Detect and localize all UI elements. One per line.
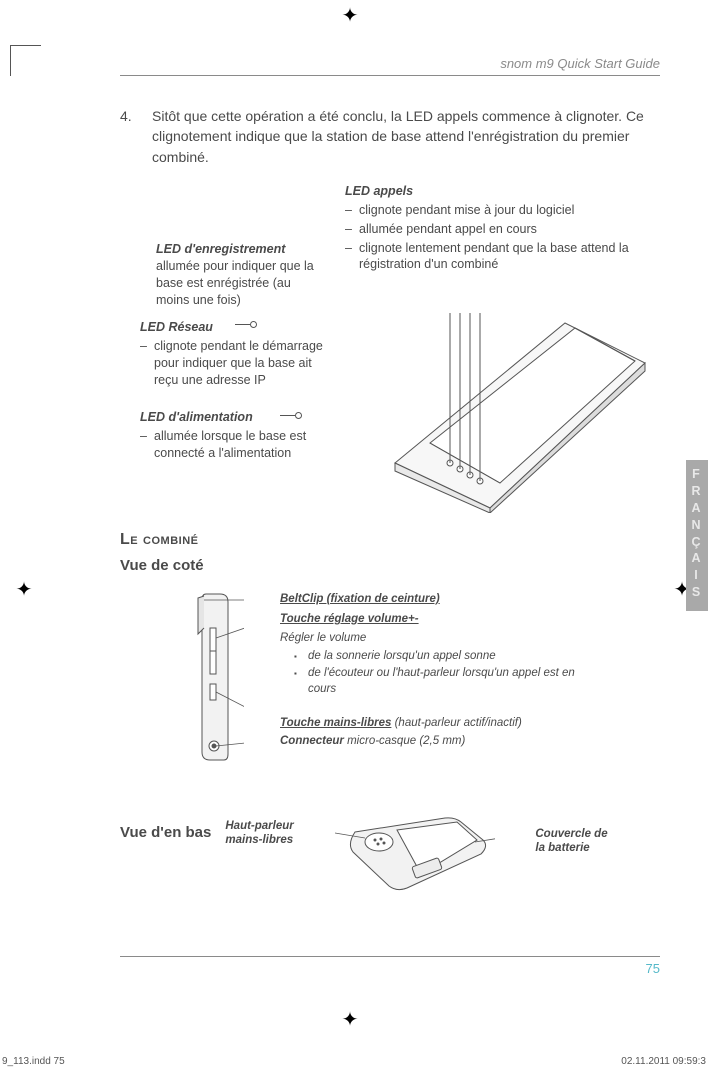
running-head: snom m9 Quick Start Guide: [120, 56, 660, 76]
step-4: 4. Sitôt que cette opération a été concl…: [120, 106, 660, 167]
list-item: de l'écouteur ou l'haut-parleur lorsqu'u…: [280, 666, 580, 697]
lang-char: A: [686, 500, 708, 517]
label-title: LED appels: [345, 183, 645, 200]
lang-char: Ç: [686, 534, 708, 551]
step-text: Sitôt que cette opération a été conclu, …: [152, 106, 660, 167]
lang-char: N: [686, 517, 708, 534]
label-title: Touche réglage volume+-: [280, 612, 580, 628]
leader-dot: [295, 412, 302, 419]
print-footer-left: 9_113.indd 75: [2, 1056, 65, 1067]
handset-side-diagram: BeltClip (fixation de ceinture) Touche r…: [170, 588, 660, 798]
lang-char: I: [686, 567, 708, 584]
base-station-diagram: LED appels clignote pendant mise à jour …: [120, 183, 660, 523]
label-beltclip: BeltClip (fixation de ceinture): [280, 592, 440, 608]
label-led-alimentation: LED d'alimentation allumée lorsque le ba…: [140, 409, 350, 464]
list-item: allumée pendant appel en cours: [345, 221, 645, 238]
leader-line: [235, 324, 250, 325]
label-bold: Connecteur: [280, 735, 344, 747]
label-led-reseau: LED Réseau clignote pendant le démarrage…: [140, 319, 330, 391]
label-haut-parleur: Haut-parleur mains-libres: [225, 820, 293, 848]
print-footer-right: 02.11.2011 09:59:3: [621, 1056, 706, 1067]
leader-dot: [250, 321, 257, 328]
label-italic: micro-casque (2,5 mm): [344, 735, 465, 747]
label-italic: (haut-parleur actif/inactif): [391, 717, 521, 729]
label-bold: Touche mains-libres: [280, 717, 391, 729]
label-title: LED d'enregistrement: [156, 241, 326, 258]
heading-vue-cote: Vue de coté: [120, 557, 660, 574]
heading-le-combine: Le combiné: [120, 531, 660, 549]
registration-mark-icon: ✦: [340, 1010, 360, 1030]
label-subtitle: Régler le volume: [280, 631, 580, 647]
label-text: allumée pour indiquer que la base est en…: [156, 258, 326, 309]
list-item: de la sonnerie lorsqu'un appel sonne: [280, 649, 580, 665]
label-title: LED d'alimentation: [140, 410, 253, 424]
leader-line: [280, 415, 295, 416]
lang-char: F: [686, 466, 708, 483]
handset-bottom-diagram: Vue d'en bas Haut-parleur mains-libres C…: [120, 818, 660, 908]
crop-mark: [10, 45, 41, 76]
lang-char: R: [686, 483, 708, 500]
page-content: snom m9 Quick Start Guide 4. Sitôt que c…: [120, 56, 660, 976]
label-led-appels: LED appels clignote pendant mise à jour …: [345, 183, 645, 275]
base-station-icon: [370, 313, 650, 513]
label-title: LED Réseau: [140, 320, 213, 334]
list-item: clignote pendant le démarrage pour indiq…: [140, 338, 330, 389]
list-item: clignote pendant mise à jour du logiciel: [345, 202, 645, 219]
label-connecteur: Connecteur micro-casque (2,5 mm): [280, 734, 465, 750]
lang-char: S: [686, 584, 708, 601]
list-item: clignote lentement pendant que la base a…: [345, 240, 645, 274]
page-number: 75: [646, 961, 660, 976]
language-tab: F R A N Ç A I S: [686, 460, 708, 611]
handset-bottom-icon: [335, 814, 495, 894]
label-couvercle-batterie: Couvercle de la batterie: [535, 828, 607, 856]
label-title: BeltClip (fixation de ceinture): [280, 593, 440, 605]
step-number: 4.: [120, 106, 152, 167]
label-mains-libres: Touche mains-libres (haut-parleur actif/…: [280, 716, 522, 732]
label-volume: Touche réglage volume+- Régler le volume…: [280, 612, 580, 700]
label-led-enregistrement: LED d'enregistrement allumée pour indiqu…: [156, 241, 326, 309]
registration-mark-icon: ✦: [14, 580, 34, 600]
list-item: allumée lorsque le base est connecté a l…: [140, 428, 350, 462]
registration-mark-icon: ✦: [340, 6, 360, 26]
lang-char: A: [686, 550, 708, 567]
handset-side-icon: [184, 588, 244, 768]
page-footer: 75: [120, 956, 660, 976]
heading-vue-bas: Vue d'en bas: [120, 824, 211, 841]
